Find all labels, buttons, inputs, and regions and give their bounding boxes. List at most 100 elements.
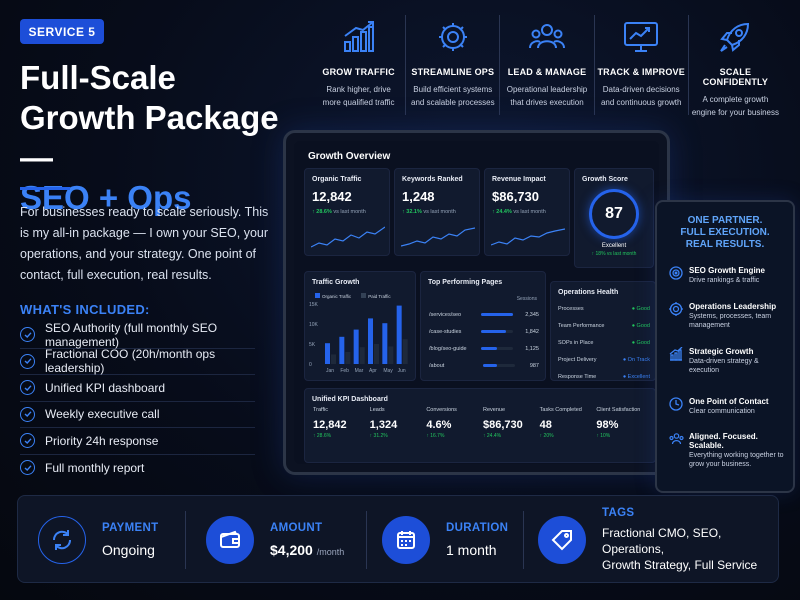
top-pages-list: /services/seo 2,345/case-studies 1,842/blo…	[429, 306, 539, 374]
kpi-delta: ↑ 20%	[539, 433, 554, 439]
card-title: Growth Score	[582, 176, 628, 183]
kpi-value: 1,324	[369, 419, 398, 431]
included-item-label: SEO Authority (full monthly SEO manageme…	[45, 320, 218, 349]
included-item: SEO Authority (full monthly SEO manageme…	[20, 320, 255, 349]
monitor-chart-icon	[595, 17, 688, 57]
kpi-delta: ↑ 16.7%	[426, 433, 445, 439]
ops-status: ● Good	[631, 305, 650, 312]
score-label: Excellent	[601, 243, 627, 249]
kpi-value: 98%	[596, 419, 619, 431]
kpi-delta: ↑ 31.2%	[369, 433, 388, 439]
card-title: Keywords Ranked	[402, 176, 463, 183]
kpi-label: Conversions	[426, 407, 457, 413]
summary-bar: PAYMENT Ongoing AMOUNT $4,200 /month DUR…	[17, 495, 779, 583]
card-delta: ↑ 28.6% vs last month	[312, 209, 366, 215]
unified-kpi-item: Client Satisfaction 98% ↑ 10%	[596, 407, 640, 439]
service-badge: SERVICE 5	[20, 19, 104, 44]
bar-organic-traffic	[368, 318, 373, 364]
ops-status: ● Excellent	[622, 373, 650, 380]
feature-name: SCALE CONFIDENTLY	[702, 67, 769, 87]
top-pages-card: Top Performing Pages Sessions /services/…	[420, 271, 546, 381]
unified-kpi-item: Leads 1,324 ↑ 31.2%	[370, 407, 398, 439]
ops-label: SOPs in Place	[558, 339, 594, 346]
kpi-card-keywords: Keywords Ranked 1,248 ↑ 32.1% vs last mo…	[394, 168, 480, 256]
included-item-label: Fractional COO (20h/month ops leadership…	[45, 347, 216, 376]
check-circle-icon	[20, 406, 35, 422]
title-line-2: Growth Package —	[20, 99, 279, 176]
kpi-label: Tasks Completed	[539, 407, 582, 413]
top-page-row: /blog/seo-guide 1,125	[429, 340, 539, 357]
included-list: SEO Authority (full monthly SEO manageme…	[20, 320, 255, 482]
included-item: Full monthly report	[20, 455, 255, 482]
kpi-card-revenue: Revenue Impact $86,730 ↑ 24.4% vs last m…	[484, 168, 570, 256]
kpi-label: Traffic	[313, 407, 328, 413]
kpi-delta: ↑ 24.4%	[483, 433, 502, 439]
phone-mockup: ONE PARTNER. FULL EXECUTION. REAL RESULT…	[655, 200, 795, 493]
duration-label: DURATION	[446, 522, 509, 534]
feature-name: TRACK & IMPROVE	[597, 67, 685, 77]
traffic-growth-chart: 15K 10K 5K 0 Jan Feb Mar Apr May Jun	[309, 302, 408, 374]
y-tick-label: 10K	[309, 322, 319, 328]
kpi-delta: ↑ 28.6%	[313, 433, 332, 439]
kpi-value: 48	[539, 419, 552, 431]
ops-status: ● Good	[631, 322, 650, 329]
tablet-dashboard: Growth Overview Organic Traffic 12,842 ↑…	[283, 130, 670, 475]
included-item: Priority 24h response	[20, 428, 255, 455]
bar-paid-traffic	[331, 354, 336, 364]
bar-organic-traffic	[353, 329, 359, 364]
included-heading: WHAT'S INCLUDED:	[20, 302, 150, 317]
wallet-icon	[206, 516, 254, 564]
kpi-card-organic-traffic: Organic Traffic 12,842 ↑ 28.6% vs last m…	[304, 168, 390, 256]
ops-health-row: Project Delivery ● On Track	[558, 351, 650, 368]
sessions-bar	[483, 364, 516, 367]
feature-name: LEAD & MANAGE	[507, 67, 587, 77]
feature-grow-traffic: GROW TRAFFIC Rank higher, drive more qual…	[312, 15, 405, 115]
sparkline	[311, 226, 385, 248]
included-item: Fractional COO (20h/month ops leadership…	[20, 347, 255, 376]
payment-value: Ongoing	[102, 542, 155, 558]
unified-kpi-item: Conversions 4.6% ↑ 16.7%	[426, 407, 457, 439]
bar-organic-traffic	[396, 305, 402, 364]
card-value: $86,730	[492, 189, 539, 204]
phone-item-strategy: Strategic Growth Data-driven strategy & e…	[669, 346, 787, 375]
x-tick-label: Apr	[369, 368, 377, 374]
included-item-label: Priority 24h response	[45, 433, 159, 448]
bar-paid-traffic	[388, 346, 394, 364]
ops-label: Response Time	[558, 373, 597, 380]
bar-organic-traffic	[325, 343, 330, 364]
kpi-label: Leads	[369, 407, 385, 413]
feature-name: GROW TRAFFIC	[322, 67, 395, 77]
sessions-bar	[481, 347, 514, 350]
bar-paid-traffic	[359, 347, 365, 364]
page-path: /about	[429, 362, 445, 369]
feature-streamline-ops: STREAMLINE OPS Build efficient systems an…	[405, 15, 499, 115]
gear-icon	[406, 17, 499, 57]
included-item-label: Unified KPI dashboard	[45, 380, 166, 395]
check-circle-icon	[20, 433, 35, 449]
bar-paid-traffic	[402, 339, 408, 364]
ops-label: Team Performance	[558, 322, 605, 329]
ops-health-row: Response Time ● Excellent	[558, 368, 650, 385]
card-title: Organic Traffic	[312, 176, 362, 183]
page-path: /blog/seo-guide	[429, 345, 467, 352]
page-sessions: 987	[529, 362, 539, 369]
ops-label: Project Delivery	[558, 356, 597, 363]
card-title: Revenue Impact	[492, 176, 546, 183]
payment-label: PAYMENT	[102, 522, 159, 534]
feature-desc: Build efficient systems and scalable proc…	[411, 85, 495, 107]
check-circle-icon	[20, 327, 35, 343]
x-tick-label: May	[383, 368, 393, 374]
top-page-row: /services/seo 2,345	[429, 306, 539, 323]
tags-label: TAGS	[602, 507, 635, 519]
page-sessions: 1,125	[525, 345, 539, 352]
x-tick-label: Mar	[355, 368, 364, 374]
check-circle-icon	[20, 380, 35, 396]
top-page-row: /case-studies 1,842	[429, 323, 539, 340]
ops-health-list: Processes ● Good Team Performance ● Good SOP…	[558, 300, 650, 385]
gear-icon	[669, 302, 689, 330]
clock-icon	[669, 397, 689, 416]
feature-row: GROW TRAFFIC Rank higher, drive more qual…	[312, 15, 782, 117]
feature-desc: Data-driven decisions and continuous grow…	[600, 85, 682, 107]
rocket-icon	[689, 17, 782, 57]
feature-desc: A complete growth engine for your busines…	[691, 95, 779, 117]
